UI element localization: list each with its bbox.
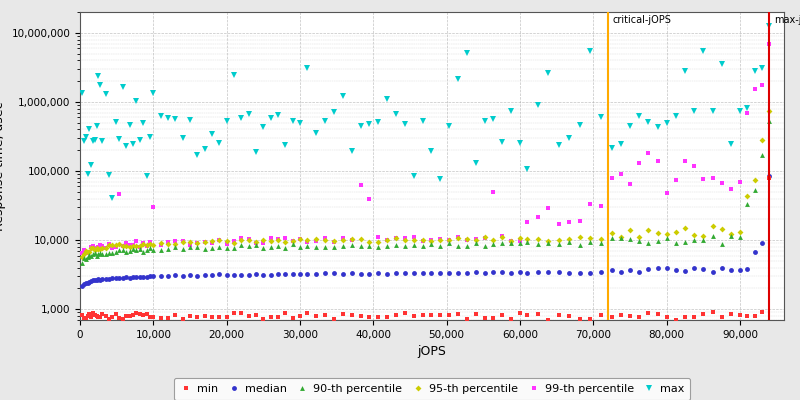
Line: median: median bbox=[80, 174, 772, 288]
median bbox=[149, 273, 158, 278]
Legend: min, median, 90-th percentile, 95-th percentile, 99-th percentile, max: min, median, 90-th percentile, 95-th per… bbox=[174, 378, 690, 400]
min bbox=[138, 313, 148, 318]
90-th percentile bbox=[575, 243, 585, 248]
Text: max-jOP: max-jOP bbox=[774, 15, 800, 25]
max bbox=[329, 110, 338, 114]
95-th percentile bbox=[320, 237, 330, 242]
max bbox=[142, 173, 151, 178]
min bbox=[765, 175, 774, 180]
99-th percentile bbox=[320, 236, 330, 241]
99-th percentile bbox=[149, 205, 158, 210]
max bbox=[108, 196, 118, 201]
median bbox=[178, 273, 187, 278]
min bbox=[347, 313, 357, 318]
min bbox=[543, 318, 553, 322]
Text: critical-jOPS: critical-jOPS bbox=[613, 15, 671, 25]
90-th percentile bbox=[320, 245, 330, 250]
max bbox=[765, 23, 774, 28]
median bbox=[765, 174, 774, 179]
95-th percentile bbox=[178, 239, 187, 244]
min bbox=[149, 315, 158, 320]
95-th percentile bbox=[347, 236, 357, 241]
min bbox=[78, 312, 87, 317]
median bbox=[347, 271, 357, 276]
99-th percentile bbox=[575, 219, 585, 224]
99-th percentile bbox=[138, 240, 148, 245]
90-th percentile bbox=[149, 247, 158, 252]
99-th percentile bbox=[178, 239, 187, 244]
median bbox=[78, 284, 87, 288]
max bbox=[156, 114, 166, 118]
95-th percentile bbox=[575, 234, 585, 239]
Y-axis label: Response time, usec: Response time, usec bbox=[0, 101, 6, 231]
min bbox=[178, 317, 187, 322]
95-th percentile bbox=[138, 241, 148, 246]
90-th percentile bbox=[178, 246, 187, 251]
max bbox=[186, 117, 195, 122]
min bbox=[320, 313, 330, 318]
Line: 90-th percentile: 90-th percentile bbox=[80, 119, 772, 265]
99-th percentile bbox=[765, 42, 774, 47]
min bbox=[586, 316, 595, 321]
Line: 99-th percentile: 99-th percentile bbox=[80, 42, 772, 256]
95-th percentile bbox=[149, 243, 158, 248]
95-th percentile bbox=[78, 254, 87, 259]
Line: 95-th percentile: 95-th percentile bbox=[80, 109, 771, 259]
99-th percentile bbox=[78, 251, 87, 256]
90-th percentile bbox=[78, 260, 87, 265]
90-th percentile bbox=[138, 249, 148, 254]
max bbox=[78, 90, 87, 95]
99-th percentile bbox=[347, 238, 357, 242]
Line: min: min bbox=[81, 176, 771, 322]
max bbox=[586, 49, 595, 54]
90-th percentile bbox=[347, 242, 357, 247]
median bbox=[138, 275, 148, 280]
90-th percentile bbox=[765, 119, 774, 124]
median bbox=[575, 270, 585, 275]
95-th percentile bbox=[765, 109, 774, 114]
Line: max: max bbox=[78, 22, 773, 202]
X-axis label: jOPS: jOPS bbox=[418, 345, 446, 358]
median bbox=[320, 271, 330, 276]
max bbox=[356, 123, 366, 128]
